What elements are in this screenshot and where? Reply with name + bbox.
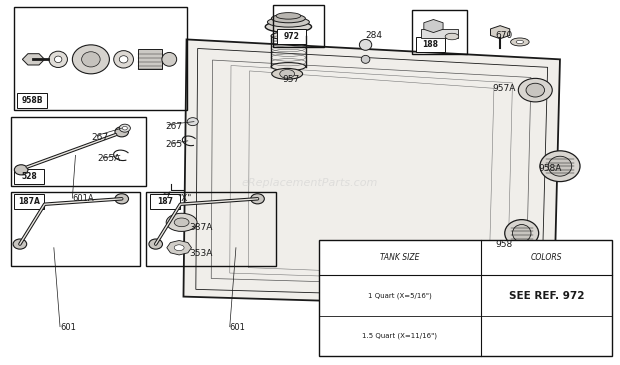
Text: 601A: 601A	[73, 194, 94, 203]
Text: 1 Quart (X=5/16"): 1 Quart (X=5/16")	[368, 292, 432, 299]
Ellipse shape	[14, 165, 28, 175]
Ellipse shape	[516, 40, 523, 43]
Text: 957: 957	[282, 75, 299, 84]
Bar	[146, 192, 276, 266]
Text: SEE REF. 972: SEE REF. 972	[509, 291, 584, 300]
Ellipse shape	[445, 33, 459, 40]
Text: 601: 601	[230, 323, 246, 332]
Ellipse shape	[511, 38, 529, 46]
Ellipse shape	[55, 56, 62, 63]
Text: 601: 601	[60, 323, 76, 332]
Text: 958B: 958B	[22, 96, 43, 105]
Bar	[14, 7, 187, 110]
Ellipse shape	[113, 51, 133, 68]
Text: 353A: 353A	[190, 249, 213, 258]
Text: 957A: 957A	[492, 84, 515, 93]
Text: TANK SIZE: TANK SIZE	[380, 253, 420, 262]
Text: 267: 267	[165, 122, 182, 131]
Ellipse shape	[271, 63, 306, 70]
Text: 958A: 958A	[538, 164, 562, 173]
Text: 387A: 387A	[190, 223, 213, 232]
Ellipse shape	[119, 124, 130, 132]
Bar	[412, 11, 467, 54]
Ellipse shape	[115, 127, 128, 137]
Text: 958: 958	[495, 239, 512, 249]
Ellipse shape	[265, 21, 311, 32]
Circle shape	[516, 249, 533, 258]
Text: 1.5 Quart (X=11/16"): 1.5 Quart (X=11/16")	[362, 333, 437, 339]
Bar	[421, 28, 458, 38]
Bar	[11, 192, 140, 266]
Bar	[14, 169, 44, 184]
Ellipse shape	[540, 151, 580, 182]
Bar	[319, 241, 613, 356]
Ellipse shape	[162, 53, 177, 66]
Ellipse shape	[272, 68, 303, 79]
Ellipse shape	[149, 239, 162, 249]
Ellipse shape	[187, 118, 198, 126]
Text: 188: 188	[422, 40, 438, 49]
Ellipse shape	[13, 239, 27, 249]
Ellipse shape	[73, 45, 109, 74]
Circle shape	[174, 218, 189, 227]
Ellipse shape	[115, 194, 128, 204]
Ellipse shape	[526, 83, 544, 97]
Bar	[415, 36, 445, 52]
Text: 528: 528	[21, 172, 37, 181]
Text: 972: 972	[283, 32, 299, 41]
Ellipse shape	[122, 126, 127, 130]
Bar	[14, 194, 44, 209]
Circle shape	[166, 213, 197, 231]
Ellipse shape	[505, 220, 539, 247]
Circle shape	[174, 245, 184, 251]
Ellipse shape	[49, 51, 68, 68]
Ellipse shape	[361, 55, 370, 64]
Bar	[17, 93, 47, 108]
Text: "X": "X"	[177, 194, 192, 203]
Ellipse shape	[250, 194, 264, 204]
Text: 267: 267	[91, 133, 108, 142]
Circle shape	[280, 69, 294, 78]
Bar	[273, 5, 324, 47]
Bar	[138, 49, 162, 69]
Text: COLORS: COLORS	[531, 253, 562, 262]
Ellipse shape	[272, 14, 306, 23]
Text: 284: 284	[366, 31, 383, 40]
Text: 265: 265	[165, 140, 182, 149]
Text: 187A: 187A	[18, 197, 40, 206]
Ellipse shape	[119, 56, 128, 63]
Ellipse shape	[360, 39, 372, 50]
Bar	[277, 29, 306, 45]
Ellipse shape	[518, 78, 552, 102]
Bar	[11, 117, 146, 186]
Text: eReplacementParts.com: eReplacementParts.com	[242, 177, 378, 188]
Ellipse shape	[82, 52, 100, 67]
Ellipse shape	[548, 156, 572, 176]
Text: 670: 670	[495, 31, 512, 40]
Ellipse shape	[271, 32, 306, 40]
Ellipse shape	[267, 17, 309, 27]
Text: 265A: 265A	[97, 154, 120, 164]
Ellipse shape	[276, 13, 301, 19]
Circle shape	[521, 251, 528, 255]
Ellipse shape	[513, 224, 531, 242]
Text: 187: 187	[157, 197, 173, 206]
Polygon shape	[184, 39, 560, 307]
Bar	[150, 194, 180, 209]
